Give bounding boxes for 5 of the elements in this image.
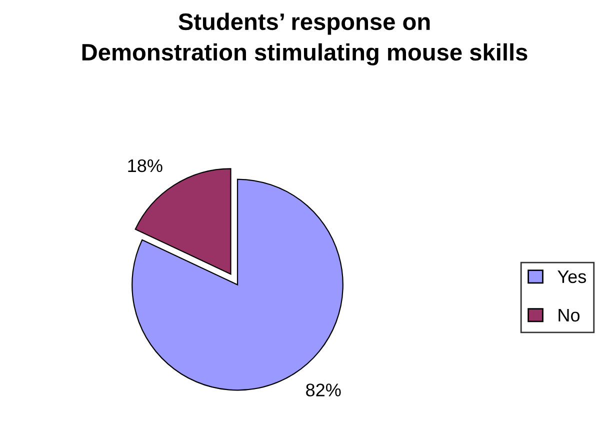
data-label: 18% [128,159,162,172]
chart-title: Students’ response on Demonstration stimulating mouse skills [82,12,528,66]
legend-label: No [558,308,580,322]
legend-label: Yes [558,270,586,284]
data-label: 82% [306,384,341,396]
